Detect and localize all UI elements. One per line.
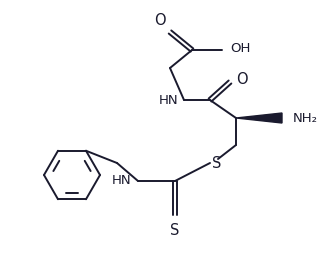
Polygon shape bbox=[236, 113, 282, 123]
Text: O: O bbox=[155, 13, 166, 28]
Text: HN: HN bbox=[158, 93, 178, 106]
Text: HN: HN bbox=[111, 175, 131, 188]
Text: S: S bbox=[170, 223, 180, 238]
Text: OH: OH bbox=[230, 41, 250, 54]
Text: NH₂: NH₂ bbox=[293, 112, 318, 125]
Text: S: S bbox=[212, 155, 221, 170]
Text: O: O bbox=[236, 71, 248, 87]
